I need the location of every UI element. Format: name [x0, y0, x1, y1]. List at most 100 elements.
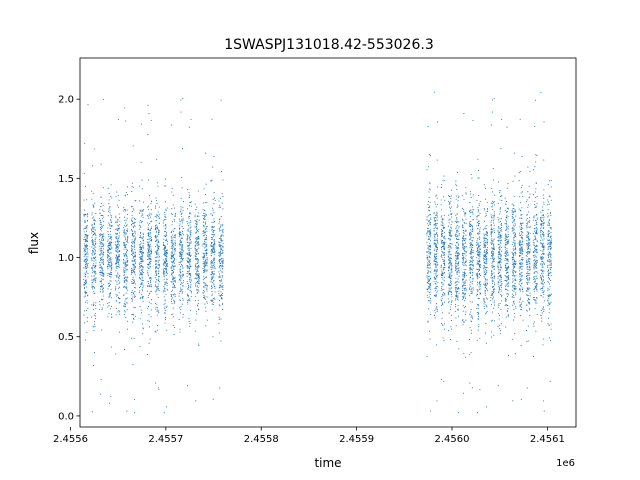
data-point	[179, 252, 181, 254]
data-point	[140, 259, 142, 261]
data-point	[470, 252, 472, 254]
data-point	[109, 260, 111, 262]
data-point	[174, 244, 176, 247]
data-point	[206, 296, 208, 298]
data-point	[188, 267, 190, 269]
data-point	[493, 277, 495, 279]
data-point	[190, 287, 192, 289]
data-point	[91, 279, 93, 281]
data-point	[436, 248, 439, 250]
data-point	[211, 118, 213, 120]
data-point	[468, 338, 471, 340]
data-point	[164, 228, 167, 230]
data-point	[464, 296, 466, 298]
data-point	[443, 244, 445, 246]
data-point	[447, 276, 449, 278]
data-point	[172, 265, 174, 267]
data-point	[164, 269, 167, 271]
data-point	[187, 188, 189, 191]
data-point	[204, 247, 206, 249]
data-point	[428, 255, 430, 257]
data-point	[102, 278, 104, 280]
data-point	[505, 268, 508, 270]
data-point	[196, 275, 198, 277]
data-point	[187, 248, 189, 250]
data-point	[219, 252, 221, 254]
data-point	[101, 271, 103, 273]
data-point	[188, 279, 190, 281]
data-point	[93, 302, 95, 304]
data-point	[456, 245, 458, 247]
data-point	[84, 301, 86, 303]
data-point	[484, 301, 486, 303]
data-point	[212, 336, 214, 338]
data-point	[163, 270, 165, 272]
data-point	[428, 279, 430, 281]
data-point	[434, 246, 437, 248]
data-point	[141, 279, 143, 281]
data-point	[102, 204, 104, 207]
data-point	[133, 265, 135, 267]
data-point	[147, 134, 149, 136]
data-point	[156, 325, 159, 327]
data-point	[92, 235, 94, 237]
data-point	[213, 247, 215, 249]
data-point	[94, 148, 96, 150]
data-point	[449, 233, 451, 235]
data-point	[118, 302, 120, 304]
data-point	[123, 209, 125, 211]
data-point	[197, 241, 200, 243]
data-point	[212, 398, 214, 400]
data-point	[465, 234, 467, 236]
data-point	[434, 201, 436, 203]
data-point	[173, 207, 175, 209]
data-point	[101, 240, 103, 242]
data-point	[93, 287, 95, 289]
data-point	[213, 284, 215, 286]
data-point	[472, 318, 474, 320]
data-point	[436, 400, 438, 402]
data-point	[483, 258, 485, 260]
data-point	[132, 364, 134, 366]
data-point	[134, 251, 136, 253]
data-point	[118, 283, 120, 285]
data-point	[107, 239, 109, 241]
data-point	[478, 282, 480, 284]
data-point	[470, 233, 472, 235]
data-point	[99, 249, 101, 251]
data-point	[500, 293, 502, 295]
data-point	[220, 248, 223, 250]
data-point	[483, 269, 485, 271]
data-point	[429, 285, 431, 287]
data-point	[211, 279, 213, 281]
data-point	[148, 314, 150, 316]
data-point	[195, 240, 197, 242]
data-point	[124, 306, 127, 308]
data-point	[427, 166, 429, 168]
data-point	[189, 194, 191, 196]
data-point	[442, 284, 444, 286]
data-point	[434, 226, 436, 228]
data-point	[196, 228, 198, 230]
data-point	[125, 237, 127, 239]
data-point	[84, 290, 86, 292]
data-point	[147, 255, 149, 258]
data-point	[450, 263, 453, 265]
data-point	[493, 307, 495, 309]
data-point	[440, 199, 442, 201]
data-point	[450, 306, 452, 308]
data-point	[469, 279, 471, 281]
data-point	[187, 225, 189, 227]
data-point	[166, 232, 168, 234]
data-point	[102, 269, 104, 272]
data-point	[448, 273, 450, 275]
data-point	[141, 269, 143, 271]
data-point	[436, 159, 438, 161]
data-point	[484, 284, 486, 286]
data-point	[107, 251, 109, 253]
data-point	[203, 241, 206, 243]
data-point	[189, 252, 191, 254]
data-point	[426, 275, 428, 277]
data-point	[443, 340, 445, 342]
data-point	[504, 248, 506, 250]
